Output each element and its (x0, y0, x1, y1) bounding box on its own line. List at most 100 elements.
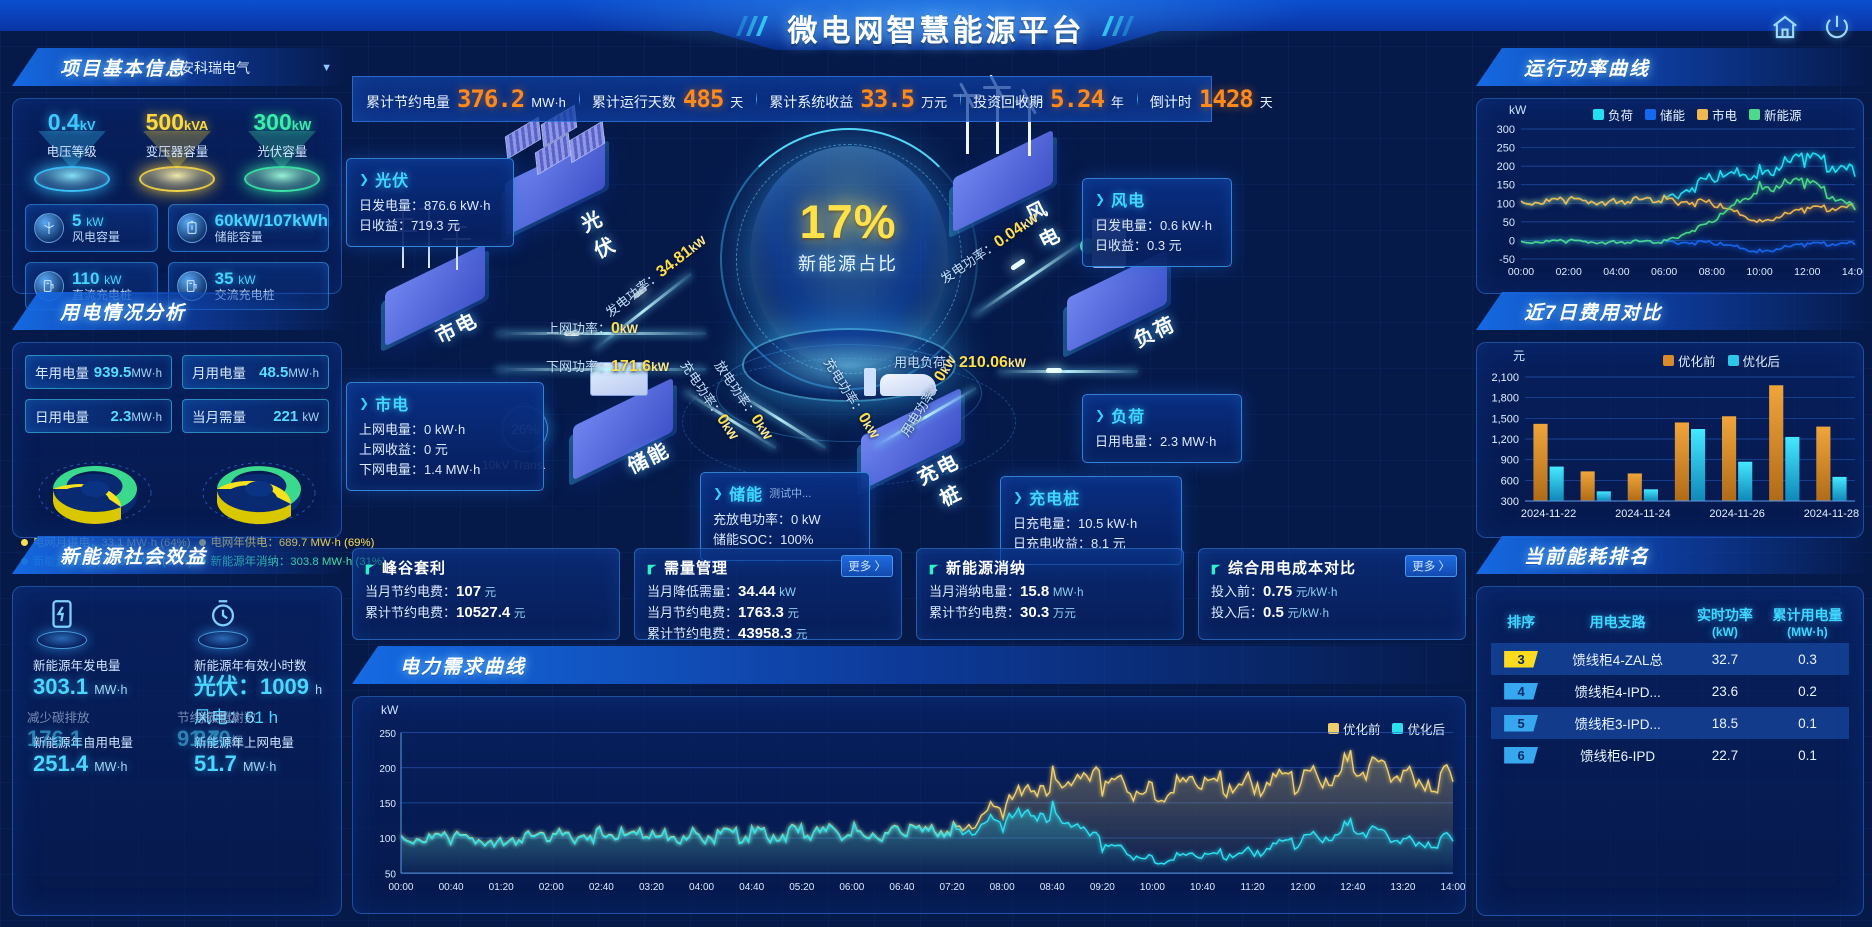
card-row: 日充电量：10.5 kW·h (1013, 516, 1138, 531)
stat-wind-capacity: 5 kW 风电容量 (25, 204, 158, 252)
legend-item: 市电 (1697, 105, 1737, 124)
ranking-table: 排序 用电支路 实时功率 (kW) 累计用电量 (MW·h) 3 馈线柜4-ZAL总… (1491, 601, 1849, 771)
table-row[interactable]: 5 馈线柜3-IPD... 18.5 0.1 (1491, 707, 1849, 739)
card-row: 累计节约电费：10527.4 元 (365, 604, 526, 621)
card-demand-management: 需量管理 更多 〉 当月降低需量：34.44 kW 当月节约电费：1763.3 … (634, 548, 902, 642)
svg-text:10:40: 10:40 (1190, 882, 1215, 893)
social-label: 新能源年上网电量 (194, 736, 295, 750)
node-charger[interactable]: 充电桩 (852, 368, 970, 511)
card-header: ❯ 储能 测试中... (713, 481, 857, 505)
svg-text:06:00: 06:00 (839, 882, 864, 893)
panel-header: 当前能耗排名 (1476, 536, 1864, 574)
cell-branch: 馈线柜4-IPD... (1574, 685, 1661, 700)
new-energy-ratio-orb: 17% 新能源占比 (682, 122, 1016, 486)
legend-text: 优化前 (1342, 723, 1381, 737)
corner-flag-icon (16, 294, 32, 310)
legend-text: 储能 (1660, 109, 1686, 123)
legend-text: 市电 (1712, 109, 1738, 123)
beam-decoration (248, 131, 317, 169)
usage-label: 当月需量 (192, 410, 246, 425)
svg-text:250: 250 (1497, 143, 1515, 155)
panel-title: 用电情况分析 (60, 302, 187, 324)
power-icon[interactable] (1822, 12, 1852, 42)
table-row[interactable]: 6 馈线柜6-IPD 22.7 0.1 (1491, 739, 1849, 771)
social-value: 303.1 MW·h (33, 674, 128, 699)
legend-swatch (1327, 723, 1339, 734)
flow-line-grid-up (496, 332, 706, 335)
corner-flag-icon (929, 562, 940, 575)
card-header: ❯ 负荷 (1095, 403, 1229, 427)
legend-text: 优化后 (1742, 355, 1781, 369)
table-row[interactable]: 3 馈线柜4-ZAL总 32.7 0.3 (1491, 643, 1849, 675)
home-icon[interactable] (1770, 12, 1800, 42)
new-energy-percent-label: 新能源占比 (798, 254, 898, 274)
stat-label: 储能容量 (214, 230, 263, 245)
node-grid[interactable]: 市电 (376, 202, 494, 353)
cell-rank: 6 (1491, 739, 1551, 771)
usage-donut-row (13, 439, 341, 529)
panel-body: 元 优化前 优化后 300 600 900 1,200 1,500 1,800 2,100 2… (1476, 342, 1864, 538)
capacity-label: 光伏容量 (257, 145, 308, 159)
usage-cell-day: 日用电量 2.3MW·h (25, 399, 172, 433)
cell-branch: 馈线柜3-IPD... (1551, 707, 1684, 739)
legend-item: 负荷 (1593, 105, 1633, 124)
card-row: 日收益：719.3 元 (359, 218, 461, 233)
capacity-item-voltage: 0.4kV 电压等级 (24, 109, 120, 192)
node-storage[interactable]: 储能 (564, 362, 682, 487)
card-row: 日发电量：0.6 kW·h (1095, 218, 1213, 233)
usage-cell-month: 月用电量 48.5MW·h (182, 355, 329, 389)
legend-swatch (1392, 723, 1404, 734)
social-item-effective-hours: 新能源年有效小时数 光伏：1009 h 风电：61 h (180, 597, 335, 728)
card-row: 日发电量：876.6 kW·h (359, 198, 491, 213)
card-row: 日收益：0.3 元 (1095, 238, 1182, 253)
node-wind[interactable]: 风电 (944, 86, 1065, 253)
kpi-value: 5.24 (1050, 85, 1105, 113)
corner-flag-icon (365, 562, 376, 575)
usage-value: 48.5MW·h (259, 363, 319, 381)
usage-value: 2.3MW·h (110, 407, 162, 425)
svg-text:04:00: 04:00 (1603, 266, 1629, 278)
kpi-item: 累计节约电量 376.2 MW·h (353, 85, 579, 113)
legend-text: 优化前 (1678, 355, 1716, 369)
donut-year (189, 443, 329, 529)
panel-title: 近7日费用对比 (1524, 302, 1663, 324)
svg-text:04:00: 04:00 (689, 882, 714, 893)
hologram-disc (198, 631, 248, 649)
app-header: 微电网智慧能源平台 (0, 0, 1872, 56)
more-button[interactable]: 更多 〉 (1405, 555, 1457, 577)
beam-decoration (37, 131, 106, 169)
panel-title: 当前能耗排名 (1524, 546, 1651, 568)
project-select[interactable]: 安科瑞电气 ▼ (180, 57, 332, 79)
panel-project-info: 项目基本信息 安科瑞电气 ▼ 0.4kV 电压等级 500kVA 变压器容量 3… (12, 48, 342, 310)
legend-swatch (1697, 109, 1709, 120)
capacity-value: 0.4kV (47, 109, 96, 135)
panel-body: kW 负荷 储能 市电 新能源 -50 0 50 100 150 200 250 300 00:… (1476, 98, 1864, 294)
kpi-unit: 天 (1259, 95, 1273, 110)
stat-value: 110 kW (72, 268, 122, 288)
card-row: 上网电量：0 kW·h (359, 422, 466, 437)
svg-text:200: 200 (379, 764, 396, 775)
legend-item: 优化前 (1663, 351, 1716, 370)
panel-header: 运行功率曲线 (1476, 48, 1864, 86)
card-row: 下网电量：1.4 MW·h (359, 462, 481, 477)
project-select-value: 安科瑞电气 (180, 60, 250, 76)
stat-value: 60kW/107kWh (214, 210, 328, 230)
card-title: 市电 (375, 397, 410, 414)
stat-text: 5 kW 风电容量 (72, 211, 120, 245)
legend-swatch (1593, 109, 1604, 120)
card-title: 储能 (729, 487, 764, 504)
storage-isometric-icon (564, 362, 682, 487)
social-label: 新能源年有效小时数 (194, 659, 307, 673)
legend-dot (21, 538, 28, 546)
capacity-label: 电压等级 (46, 145, 97, 159)
card-row: 充放电功率：0 kW (713, 512, 821, 527)
svg-text:1,200: 1,200 (1491, 434, 1519, 446)
svg-text:2024-11-26: 2024-11-26 (1709, 508, 1764, 520)
more-button[interactable]: 更多 〉 (841, 555, 893, 577)
info-card-wind: ❯ 风电 日发电量：0.6 kW·h 日收益：0.3 元 (1082, 178, 1232, 267)
svg-text:06:00: 06:00 (1651, 266, 1677, 278)
card-peak-valley-arbitrage: 峰谷套利 当月节约电费：107 元 累计节约电费：10527.4 元 (352, 548, 620, 640)
panel-title: 电力需求曲线 (400, 656, 527, 678)
table-row[interactable]: 4 馈线柜4-IPD... 23.6 0.2 (1491, 675, 1849, 707)
table-body: 3 馈线柜4-ZAL总 32.7 0.3 4 馈线柜4-IPD... 23.6 … (1491, 643, 1849, 771)
